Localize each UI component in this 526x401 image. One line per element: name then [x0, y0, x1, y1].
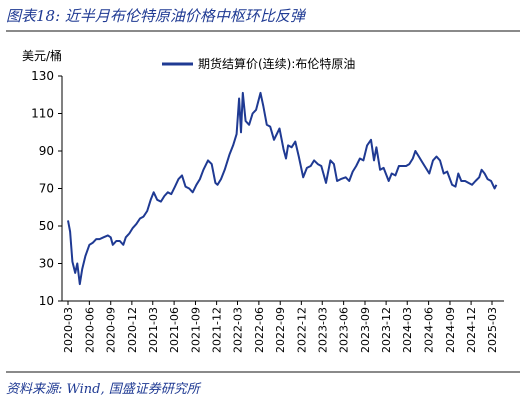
y-tick-label: 110	[31, 107, 54, 121]
y-tick-label: 30	[39, 257, 54, 271]
legend: 期货结算价(连续):布伦特原油	[162, 56, 355, 71]
y-tick-label: 50	[39, 219, 54, 233]
x-tick-label: 2022-12	[295, 307, 308, 353]
x-tick-label: 2022-06	[253, 307, 266, 353]
x-tick-label: 2020-06	[83, 307, 96, 353]
y-tick-label: 130	[31, 69, 54, 83]
x-tick-label: 2021-03	[147, 307, 160, 353]
x-tick-label: 2025-03	[486, 307, 499, 353]
x-tick-label: 2024-09	[444, 307, 457, 353]
x-tick-label: 2020-03	[62, 307, 75, 353]
x-tick-label: 2024-06	[423, 307, 436, 353]
x-tick-label: 2024-12	[465, 307, 478, 353]
x-tick-label: 2023-03	[316, 307, 329, 353]
top-rule	[6, 30, 520, 32]
y-tick-label: 90	[39, 144, 54, 158]
x-tick-label: 2023-09	[359, 307, 372, 353]
legend-label: 期货结算价(连续):布伦特原油	[198, 56, 355, 71]
x-tick-label: 2021-12	[211, 307, 224, 353]
x-tick-label: 2022-03	[232, 307, 245, 353]
x-tick-label: 2021-06	[168, 307, 181, 353]
bottom-rule	[6, 371, 520, 373]
y-ticks: 10 30 50 70 90 110 130	[31, 69, 62, 308]
x-tick-label: 2022-09	[274, 307, 287, 353]
x-tick-label: 2023-12	[380, 307, 393, 353]
series-line-brent	[67, 91, 498, 286]
x-tick-label: 2020-09	[105, 307, 118, 353]
y-tick-label: 70	[39, 182, 54, 196]
source-note: 资料来源: Wind, 国盛证券研究所	[6, 382, 200, 397]
x-tick-label: 2023-06	[338, 307, 351, 353]
figure-title: 图表18: 近半月布伦特原油价格中枢环比反弹	[6, 7, 305, 25]
x-ticks: 2020-03 2020-06 2020-09 2020-12 2021-03 2021-…	[62, 301, 499, 353]
x-tick-label: 2020-12	[126, 307, 139, 353]
x-tick-label: 2021-09	[189, 307, 202, 353]
y-tick-label: 10	[39, 294, 54, 308]
y-axis-unit-label: 美元/桶	[22, 48, 62, 63]
x-tick-label: 2024-03	[401, 307, 414, 353]
